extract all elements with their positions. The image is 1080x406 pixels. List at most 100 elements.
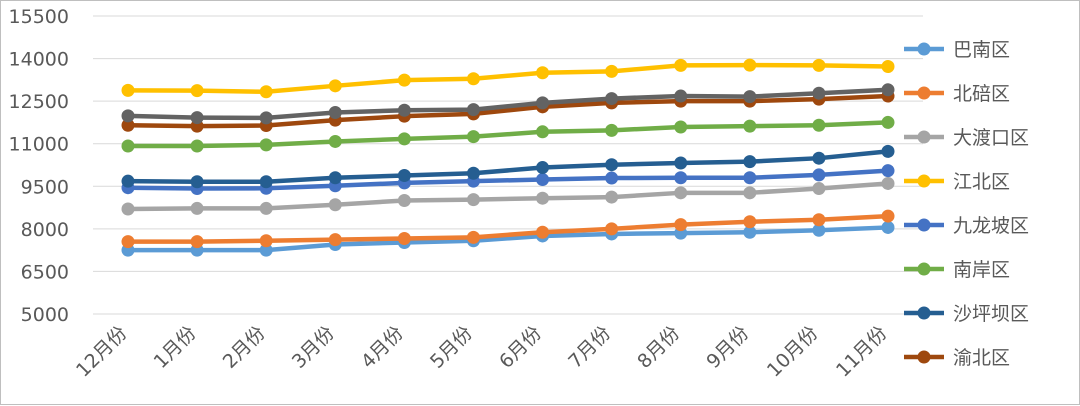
data-point: [881, 144, 895, 158]
series-3: [121, 58, 895, 99]
data-point: [881, 115, 895, 129]
legend-marker: [917, 42, 931, 56]
y-tick-label: 11000: [9, 134, 69, 156]
data-point: [121, 202, 135, 216]
data-point: [190, 139, 204, 153]
y-axis: 5000 6500 8000 9500 11000 12500 14000 15500: [9, 6, 69, 326]
series-line: [128, 120, 889, 149]
data-point: [605, 92, 619, 106]
data-point: [259, 201, 273, 215]
data-point: [328, 233, 342, 247]
data-point: [121, 139, 135, 153]
legend-marker: [917, 174, 931, 188]
data-point: [466, 230, 480, 244]
data-point: [881, 176, 895, 190]
data-point: [466, 103, 480, 117]
y-tick-label: 6500: [21, 261, 69, 283]
series-line: [127, 149, 889, 184]
legend-item: 大渡口区: [904, 127, 1029, 149]
data-point: [121, 235, 135, 249]
series-2: [121, 176, 895, 216]
y-tick-label: 14000: [9, 49, 69, 71]
data-point: [397, 232, 411, 246]
legend-marker: [917, 306, 931, 320]
data-point: [121, 109, 135, 123]
data-point: [190, 201, 204, 215]
data-point: [743, 186, 757, 200]
data-point: [536, 191, 550, 205]
data-point: [190, 84, 204, 98]
data-point: [259, 138, 273, 152]
data-point: [190, 235, 204, 249]
x-tick-label: 7月份: [564, 322, 615, 373]
data-point: [812, 151, 826, 165]
legend-item: 南岸区: [904, 259, 1010, 281]
data-point: [259, 243, 273, 257]
series-line: [127, 181, 889, 212]
data-point: [743, 119, 757, 133]
data-point: [397, 193, 411, 207]
x-tick-label: 11月份: [832, 322, 892, 382]
legend-marker: [917, 350, 931, 364]
legend-item: 九龙坡区: [904, 215, 1029, 237]
data-point: [743, 225, 757, 239]
data-point: [812, 168, 826, 182]
data-point: [881, 209, 895, 223]
series-8: [121, 83, 895, 125]
data-point: [812, 213, 826, 227]
series-lines: [121, 58, 895, 257]
legend-item: 渝北区: [904, 347, 1010, 369]
data-point: [328, 105, 342, 119]
data-point: [674, 171, 688, 185]
series-line: [128, 225, 889, 253]
data-point: [466, 72, 480, 86]
x-tick-label: 10月份: [763, 322, 823, 382]
data-point: [536, 172, 550, 186]
series-6: [121, 144, 895, 189]
data-point: [812, 118, 826, 132]
x-tick-label: 1月份: [150, 322, 201, 373]
legend-marker: [917, 218, 931, 232]
legend-label: 沙坪坝区: [953, 303, 1029, 325]
data-point: [259, 85, 273, 99]
data-point: [605, 222, 619, 236]
data-point: [812, 223, 826, 237]
data-point: [190, 111, 204, 125]
series-line: [127, 62, 889, 95]
data-point: [881, 83, 895, 97]
x-tick-label: 4月份: [357, 322, 408, 373]
data-point: [328, 171, 342, 185]
data-point: [259, 175, 273, 189]
data-point: [605, 190, 619, 204]
y-tick-label: 5000: [21, 304, 69, 326]
data-point: [190, 175, 204, 189]
x-tick-label: 9月份: [702, 322, 753, 373]
data-point: [328, 79, 342, 93]
data-point: [397, 73, 411, 87]
data-point: [743, 90, 757, 104]
data-point: [881, 164, 895, 178]
legend-label: 渝北区: [953, 347, 1010, 369]
legend-item: 巴南区: [904, 39, 1010, 61]
x-tick-label: 6月份: [495, 322, 546, 373]
data-point: [881, 220, 895, 234]
data-point: [812, 58, 826, 72]
data-point: [466, 193, 480, 207]
data-point: [605, 64, 619, 78]
data-point: [466, 130, 480, 144]
legend-label: 大渡口区: [953, 127, 1029, 149]
series-1: [121, 209, 895, 249]
data-point: [397, 132, 411, 146]
series-line: [127, 93, 889, 129]
legend-label: 九龙坡区: [953, 215, 1029, 237]
data-point: [743, 215, 757, 229]
data-point: [536, 96, 550, 110]
x-tick-label: 5月份: [426, 322, 477, 373]
y-tick-label: 15500: [9, 6, 69, 28]
series-5: [121, 115, 895, 153]
series-line: [127, 168, 889, 191]
data-point: [121, 83, 135, 97]
legend-label: 巴南区: [953, 39, 1010, 61]
